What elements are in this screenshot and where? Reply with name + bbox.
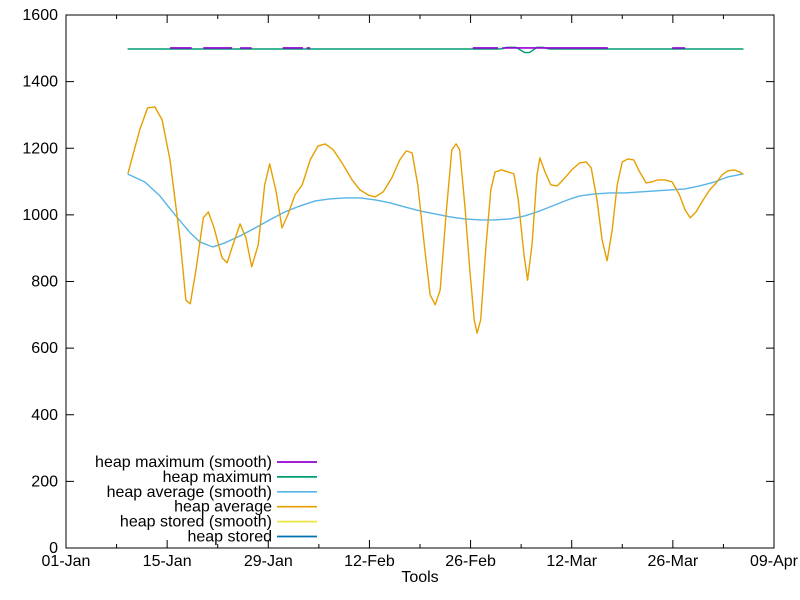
legend-label: heap stored [187, 529, 272, 546]
y-tick-label: 800 [31, 274, 58, 291]
y-tick-label: 400 [31, 407, 58, 424]
x-tick-label: 12-Feb [344, 553, 395, 570]
y-tick-label: 600 [31, 340, 58, 357]
y-tick-label: 1200 [22, 140, 58, 157]
y-tick-label: 0 [49, 540, 58, 557]
y-tick-label: 1600 [22, 7, 58, 24]
legend-label: heap stored (smooth) [120, 514, 272, 531]
x-tick-label: 12-Mar [546, 553, 597, 570]
x-tick-label: 26-Feb [445, 553, 496, 570]
x-axis-title: Tools [401, 569, 439, 586]
y-tick-label: 1000 [22, 207, 58, 224]
x-tick-label: 29-Jan [244, 553, 293, 570]
x-tick-label: 09-Apr [750, 553, 799, 570]
legend-label: heap average (smooth) [107, 484, 272, 501]
x-tick-label: 15-Jan [143, 553, 192, 570]
legend-label: heap maximum (smooth) [95, 454, 272, 471]
y-tick-label: 1400 [22, 74, 58, 91]
series-line-heap-average [127, 106, 744, 334]
x-tick-label: 26-Mar [648, 553, 699, 570]
y-tick-label: 200 [31, 473, 58, 490]
legend-label: heap maximum [163, 469, 272, 486]
series-line-heap-average-smooth [127, 173, 744, 248]
legend-label: heap average [174, 499, 272, 516]
x-tick-label: 01-Jan [42, 553, 91, 570]
